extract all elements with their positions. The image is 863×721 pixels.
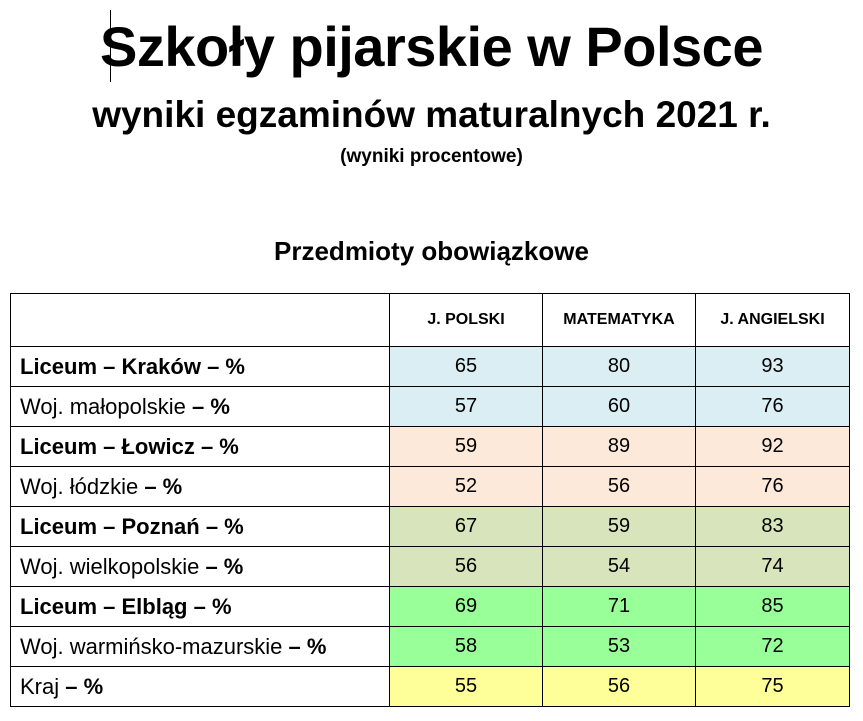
table-row: Liceum – Łowicz – % 59 89 92 (10, 426, 850, 467)
row-label-suffix: – % (194, 433, 239, 459)
row-label: Kraj – % (10, 666, 390, 707)
row-label: Woj. warmińsko-mazurskie – % (10, 626, 390, 667)
value-cell-math: 71 (542, 586, 696, 627)
row-label: Woj. małopolskie – % (10, 386, 390, 427)
value-cell-polish: 59 (389, 426, 543, 467)
row-label: Woj. wielkopolskie – % (10, 546, 390, 587)
row-label: Liceum – Elbląg – % (10, 586, 390, 627)
row-label-suffix: – % (199, 553, 244, 579)
value-cell-polish: 69 (389, 586, 543, 627)
value-cell-english: 93 (695, 346, 850, 387)
row-label-main: Woj. wielkopolskie (20, 553, 200, 579)
value-cell-polish: 65 (389, 346, 543, 387)
header-cell-polish: J. POLSKI (389, 293, 543, 347)
row-label-main: Woj. warmińsko-mazurskie (20, 633, 283, 659)
row-label-main: Woj. małopolskie (20, 393, 186, 419)
value-cell-english: 76 (695, 466, 850, 507)
row-label-main: Woj. łódzkie (20, 473, 139, 499)
table-header-row: J. POLSKI MATEMATYKA J. ANGIELSKI (10, 293, 850, 347)
row-label-main: Liceum – Łowicz (20, 433, 195, 459)
row-label: Woj. łódzkie – % (10, 466, 390, 507)
value-cell-english: 74 (695, 546, 850, 587)
row-label-suffix: – % (138, 473, 183, 499)
row-label-main: Kraj (20, 673, 60, 699)
text-cursor (110, 10, 111, 82)
row-label-suffix: – % (187, 593, 232, 619)
page-title: Szkoły pijarskie w Polsce (100, 15, 763, 78)
row-label-suffix: – % (59, 673, 104, 699)
table-row: Woj. małopolskie – % 57 60 76 (10, 386, 850, 427)
row-label-main: Liceum – Poznań (20, 513, 200, 539)
table-row: Woj. warmińsko-mazurskie – % 58 53 72 (10, 626, 850, 667)
value-cell-math: 54 (542, 546, 696, 587)
header-cell-math: MATEMATYKA (542, 293, 696, 347)
row-label: Liceum – Poznań – % (10, 506, 390, 547)
row-label: Liceum – Kraków – % (10, 346, 390, 387)
value-cell-english: 85 (695, 586, 850, 627)
value-cell-polish: 52 (389, 466, 543, 507)
value-cell-english: 76 (695, 386, 850, 427)
value-cell-polish: 67 (389, 506, 543, 547)
table-row: Liceum – Poznań – % 67 59 83 (10, 506, 850, 547)
row-label-suffix: – % (282, 633, 327, 659)
value-cell-math: 89 (542, 426, 696, 467)
value-cell-english: 72 (695, 626, 850, 667)
section-title: Przedmioty obowiązkowe (274, 236, 589, 266)
value-cell-math: 53 (542, 626, 696, 667)
table-row: Liceum – Elbląg – % 69 71 85 (10, 586, 850, 627)
page-subtitle: wyniki egzaminów maturalnych 2021 r. (92, 94, 771, 135)
header-cell-english: J. ANGIELSKI (695, 293, 850, 347)
row-label-main: Liceum – Elbląg (20, 593, 188, 619)
value-cell-polish: 55 (389, 666, 543, 707)
row-label: Liceum – Łowicz – % (10, 426, 390, 467)
table-row: Kraj – % 55 56 75 (10, 666, 850, 707)
value-cell-math: 80 (542, 346, 696, 387)
row-label-main: Liceum – Kraków (20, 353, 201, 379)
row-label-suffix: – % (200, 353, 245, 379)
value-cell-math: 56 (542, 666, 696, 707)
units-note: (wyniki procentowe) (340, 146, 523, 167)
table-row: Liceum – Kraków – % 65 80 93 (10, 346, 850, 387)
value-cell-polish: 56 (389, 546, 543, 587)
value-cell-math: 56 (542, 466, 696, 507)
row-label-suffix: – % (199, 513, 244, 539)
value-cell-math: 60 (542, 386, 696, 427)
value-cell-english: 83 (695, 506, 850, 547)
table-row: Woj. łódzkie – % 52 56 76 (10, 466, 850, 507)
table-row: Woj. wielkopolskie – % 56 54 74 (10, 546, 850, 587)
value-cell-english: 92 (695, 426, 850, 467)
row-label-suffix: – % (185, 393, 230, 419)
value-cell-math: 59 (542, 506, 696, 547)
value-cell-polish: 57 (389, 386, 543, 427)
value-cell-english: 75 (695, 666, 850, 707)
value-cell-polish: 58 (389, 626, 543, 667)
results-table: J. POLSKI MATEMATYKA J. ANGIELSKI Liceum… (10, 293, 850, 707)
header-cell-empty (10, 293, 390, 347)
